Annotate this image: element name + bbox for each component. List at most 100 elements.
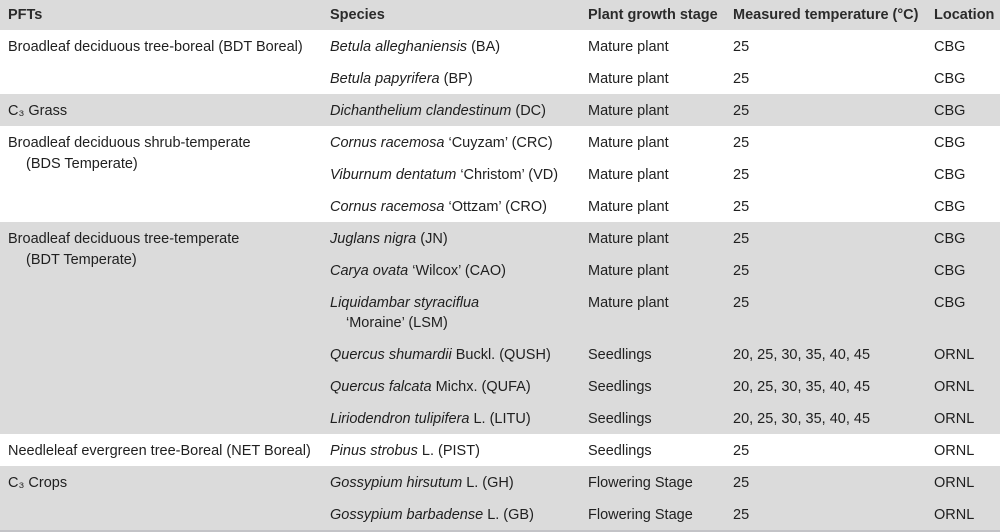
species-cell: Liriodendron tulipifera L. (LITU)	[330, 409, 588, 429]
species-latin-name: Carya ovata	[330, 263, 409, 279]
species-annotation: ‘Christom’ (VD)	[460, 167, 559, 183]
temperature-cell: 20, 25, 30, 35, 40, 45	[733, 347, 871, 363]
pft-group: Broadleaf deciduous shrub-temperate (BDS …	[0, 126, 1000, 222]
pft-group: Broadleaf deciduous tree-temperate (BDT T…	[0, 222, 1000, 434]
pft-cell: Broadleaf deciduous tree-boreal (BDT Bor…	[8, 30, 330, 94]
table-row: Dichanthelium clandestinum (DC) Mature pl…	[330, 94, 1000, 126]
species-annotation: L. (GH)	[466, 475, 514, 491]
location-cell: CBG	[934, 167, 966, 183]
table-row: Betula papyrifera (BP) Mature plant 25 CBG	[330, 62, 1000, 94]
species-cell: Pinus strobus L. (PIST)	[330, 441, 588, 461]
species-latin-name: Quercus shumardii	[330, 347, 452, 363]
growth-stage-cell: Mature plant	[588, 71, 669, 87]
pft-cell: Broadleaf deciduous shrub-temperate (BDS …	[8, 126, 330, 222]
species-annotation: (JN)	[420, 231, 448, 247]
species-annotation: L. (PIST)	[421, 443, 480, 459]
location-cell: CBG	[934, 71, 966, 87]
species-latin-name: Pinus strobus	[330, 443, 418, 459]
species-latin-name: Quercus falcata	[330, 379, 432, 395]
pft-group: Needleleaf evergreen tree-Boreal (NET Bo…	[0, 434, 1000, 466]
group-rows: Cornus racemosa ‘Cuyzam’ (CRC) Mature pla…	[330, 126, 1000, 222]
table-row: Quercus falcata Michx. (QUFA) Seedlings 20…	[330, 370, 1000, 402]
temperature-cell: 25	[733, 295, 750, 311]
species-latin-name: Juglans nigra	[330, 231, 417, 247]
column-header-species: Species	[330, 7, 385, 23]
growth-stage-cell: Mature plant	[588, 199, 669, 215]
temperature-cell: 25	[733, 103, 750, 119]
pft-label: C₃ Grass	[8, 103, 68, 119]
location-cell: CBG	[934, 39, 966, 55]
pft-label: Broadleaf deciduous shrub-temperate	[8, 135, 251, 151]
table-row: Juglans nigra (JN) Mature plant 25 CBG	[330, 222, 1000, 254]
species-latin-name: Gossypium barbadense	[330, 507, 484, 523]
temperature-cell: 20, 25, 30, 35, 40, 45	[733, 411, 871, 427]
growth-stage-cell: Mature plant	[588, 135, 669, 151]
location-cell: CBG	[934, 263, 966, 279]
species-cell: Betula alleghaniensis (BA)	[330, 37, 588, 57]
species-annotation: Michx. (QUFA)	[435, 379, 531, 395]
temperature-cell: 25	[733, 443, 750, 459]
pft-cell: Needleleaf evergreen tree-Boreal (NET Bo…	[8, 434, 330, 466]
temperature-cell: 25	[733, 199, 750, 215]
pft-label: C₃ Crops	[8, 475, 68, 491]
species-latin-name: Cornus racemosa	[330, 135, 445, 151]
temperature-cell: 25	[733, 39, 750, 55]
table-row: Quercus shumardii Buckl. (QUSH) Seedlings…	[330, 338, 1000, 370]
location-cell: ORNL	[934, 411, 975, 427]
species-latin-name: Betula papyrifera	[330, 71, 440, 87]
table-row: Pinus strobus L. (PIST) Seedlings 25 ORNL	[330, 434, 1000, 466]
growth-stage-cell: Mature plant	[588, 295, 669, 311]
table-row: Carya ovata ‘Wilcox’ (CAO) Mature plant 25…	[330, 254, 1000, 286]
species-cell: Carya ovata ‘Wilcox’ (CAO)	[330, 261, 588, 281]
species-cell: Cornus racemosa ‘Cuyzam’ (CRC)	[330, 133, 588, 153]
species-annotation: (BA)	[471, 39, 501, 55]
table-row: Viburnum dentatum ‘Christom’ (VD) Mature …	[330, 158, 1000, 190]
table-header-row: PFTs Species Plant growth stage Measured…	[0, 0, 1000, 30]
temperature-cell: 25	[733, 475, 750, 491]
group-rows: Juglans nigra (JN) Mature plant 25 CBG Carya…	[330, 222, 1000, 434]
species-cell: Liquidambar styraciflua ‘Moraine’ (LSM)	[330, 293, 588, 333]
pft-label: Broadleaf deciduous tree-temperate	[8, 231, 240, 247]
column-header-location: Location	[934, 7, 995, 23]
pft-cell: C₃ Crops	[8, 466, 330, 530]
species-annotation: ‘Wilcox’ (CAO)	[412, 263, 506, 279]
group-rows: Pinus strobus L. (PIST) Seedlings 25 ORNL	[330, 434, 1000, 466]
pft-cell: Broadleaf deciduous tree-temperate (BDT T…	[8, 222, 330, 434]
pft-label-continuation: (BDS Temperate)	[26, 156, 138, 172]
species-latin-name: Cornus racemosa	[330, 199, 445, 215]
location-cell: CBG	[934, 135, 966, 151]
pft-label-continuation: (BDT Temperate)	[26, 252, 137, 268]
species-cell: Quercus falcata Michx. (QUFA)	[330, 377, 588, 397]
species-cell: Gossypium hirsutum L. (GH)	[330, 473, 588, 493]
location-cell: CBG	[934, 199, 966, 215]
temperature-cell: 25	[733, 135, 750, 151]
species-latin-name: Gossypium hirsutum	[330, 475, 463, 491]
group-rows: Betula alleghaniensis (BA) Mature plant 25…	[330, 30, 1000, 94]
location-cell: ORNL	[934, 475, 975, 491]
temperature-cell: 25	[733, 71, 750, 87]
species-cell: Gossypium barbadense L. (GB)	[330, 505, 588, 525]
species-annotation: L. (LITU)	[473, 411, 531, 427]
species-cell: Betula papyrifera (BP)	[330, 69, 588, 89]
growth-stage-cell: Seedlings	[588, 411, 652, 427]
pft-group: C₃ Crops Gossypium hirsutum L. (GH) Flower…	[0, 466, 1000, 530]
species-latin-name: Dichanthelium clandestinum	[330, 103, 512, 119]
table-row: Liriodendron tulipifera L. (LITU) Seedlin…	[330, 402, 1000, 434]
location-cell: CBG	[934, 295, 966, 311]
table-row: Cornus racemosa ‘Cuyzam’ (CRC) Mature pla…	[330, 126, 1000, 158]
column-header-growth-stage: Plant growth stage	[588, 7, 718, 23]
growth-stage-cell: Flowering Stage	[588, 507, 693, 523]
species-annotation: ‘Cuyzam’ (CRC)	[448, 135, 553, 151]
species-annotation: (BP)	[443, 71, 473, 87]
growth-stage-cell: Mature plant	[588, 39, 669, 55]
location-cell: ORNL	[934, 347, 975, 363]
pft-group: C₃ Grass Dichanthelium clandestinum (DC) M…	[0, 94, 1000, 126]
table-row: Cornus racemosa ‘Ottzam’ (CRO) Mature pla…	[330, 190, 1000, 222]
species-cell: Quercus shumardii Buckl. (QUSH)	[330, 345, 588, 365]
species-latin-name: Liquidambar styraciflua	[330, 295, 480, 311]
growth-stage-cell: Seedlings	[588, 379, 652, 395]
temperature-cell: 20, 25, 30, 35, 40, 45	[733, 379, 871, 395]
location-cell: ORNL	[934, 507, 975, 523]
table-row: Liquidambar styraciflua ‘Moraine’ (LSM) Ma…	[330, 286, 1000, 338]
species-annotation: ‘Moraine’ (LSM)	[346, 315, 448, 331]
